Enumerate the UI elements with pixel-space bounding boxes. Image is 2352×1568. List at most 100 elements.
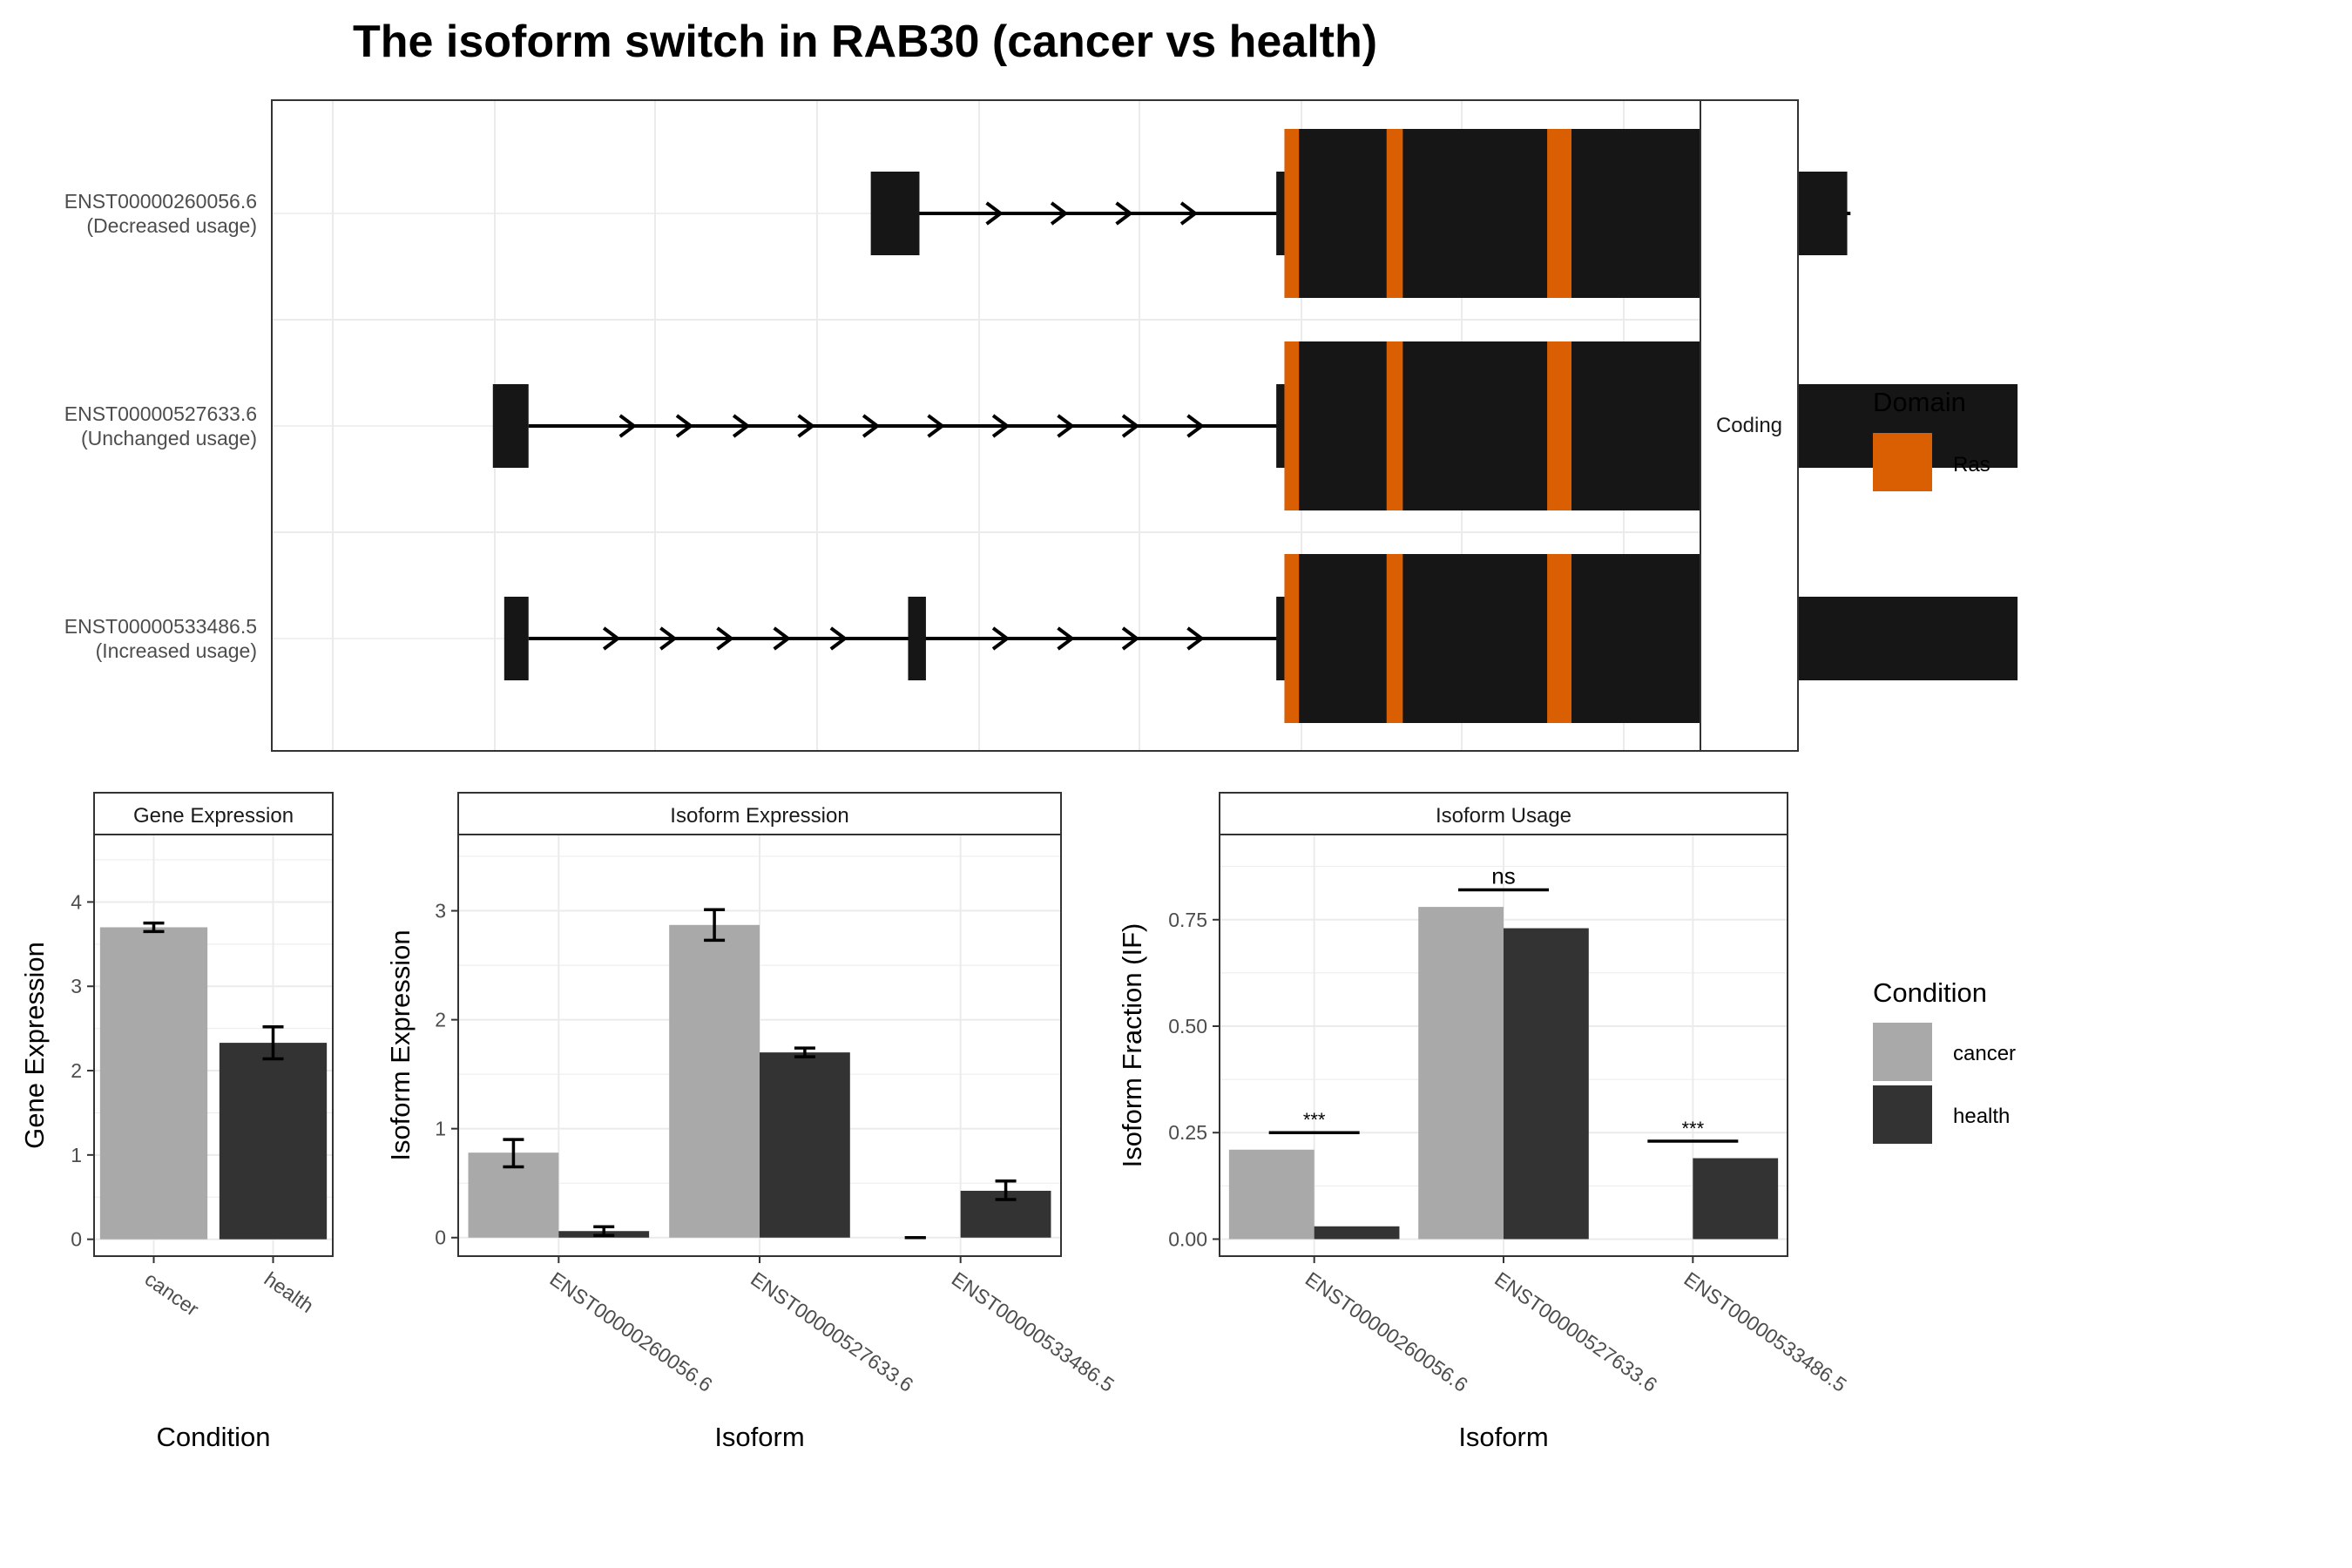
utr-exon	[492, 384, 529, 468]
intron-arrow	[1179, 201, 1199, 226]
intron-arrow	[659, 626, 678, 651]
y-tick-label: 0.00	[1168, 1227, 1207, 1250]
panel-strip-label: Isoform Expression	[670, 804, 848, 828]
intron-arrow	[927, 414, 945, 438]
utr-exon	[870, 172, 920, 255]
y-tick-label: 2	[71, 1059, 82, 1082]
condition-legend: Condition cancer health	[1873, 977, 2016, 1144]
y-tick-label: 1	[435, 1118, 446, 1140]
y-tick-label: 1	[71, 1144, 82, 1166]
condition-legend-title: Condition	[1873, 977, 1987, 1008]
intron-arrow	[1050, 201, 1069, 226]
intron-arrow	[862, 414, 881, 438]
ras-legend-key	[1873, 433, 1932, 491]
intron-arrow	[1121, 626, 1140, 651]
x-tick-label: ENST00000260056.6	[545, 1267, 716, 1396]
intron-arrow	[1186, 626, 1205, 651]
y-axis-title: Isoform Expression	[385, 929, 416, 1160]
intron-arrow	[1186, 414, 1205, 438]
intron-arrow	[602, 626, 621, 651]
legend-label-cancer: cancer	[1953, 1042, 2016, 1065]
panel-isoform-usage: Isoform Usage *** ns *** 0.00 0.25 0.50 0.75 ENS…	[1117, 792, 1851, 1452]
bar-cancer-ENST00000527633.6	[1418, 907, 1504, 1240]
coding-exon	[1288, 554, 1726, 723]
bar-health-ENST00000533486.5	[1693, 1158, 1779, 1240]
y-tick-label: 0.50	[1168, 1015, 1207, 1037]
y-tick-label: 0.75	[1168, 909, 1207, 931]
ras-domain	[1284, 341, 1300, 510]
ras-domain	[1284, 129, 1300, 298]
transcript-usage-label: (Increased usage)	[96, 639, 257, 662]
panel-strip	[93, 792, 334, 835]
transcript-usage-label: (Decreased usage)	[86, 214, 257, 237]
x-tick-label: ENST00000527633.6	[1490, 1267, 1661, 1396]
panel-strip	[1219, 792, 1788, 835]
ras-domain	[1386, 554, 1403, 723]
bar-cancer	[99, 927, 208, 1240]
coding-exon	[1288, 129, 1726, 298]
x-axis-title: Condition	[157, 1422, 271, 1452]
intron-arrow	[732, 414, 751, 438]
y-axis-title: Isoform Fraction (IF)	[1117, 923, 1147, 1168]
ras-domain	[1547, 129, 1572, 298]
ras-domain	[1284, 554, 1300, 723]
bar-cancer-ENST00000260056.6	[1228, 1149, 1315, 1240]
x-tick-label: ENST00000533486.5	[1680, 1267, 1850, 1396]
domain-legend-title: Domain	[1873, 387, 1966, 417]
significance-label: ***	[1303, 1109, 1326, 1131]
intron-arrow	[985, 201, 1004, 226]
x-tick-label: ENST00000533486.5	[948, 1267, 1119, 1396]
y-axis-title: Gene Expression	[19, 942, 50, 1149]
x-tick-label: health	[260, 1267, 318, 1317]
figure-title: The isoform switch in RAB30 (cancer vs h…	[353, 17, 1377, 67]
utr-exon	[504, 597, 529, 680]
significance-label: ns	[1491, 863, 1515, 889]
intron-arrow	[1057, 626, 1075, 651]
intron-arrow	[675, 414, 694, 438]
bar-health	[219, 1043, 328, 1240]
panel-strip	[457, 792, 1062, 835]
ras-domain	[1547, 554, 1572, 723]
x-tick-label: ENST00000527633.6	[747, 1267, 917, 1396]
y-tick-label: 3	[435, 900, 446, 923]
coding-strip	[1700, 99, 1799, 752]
transcript-ENST00000260056.6	[870, 129, 1851, 298]
intron-arrow	[1057, 414, 1075, 438]
y-tick-label: 0	[435, 1227, 446, 1249]
y-tick-label: 4	[71, 890, 82, 913]
transcript-id-label: ENST00000260056.6	[64, 190, 257, 213]
y-tick-label: 2	[435, 1009, 446, 1031]
intron-arrow	[829, 626, 848, 651]
intron-arrow	[716, 626, 734, 651]
intron-arrow	[618, 414, 638, 438]
x-tick-label: cancer	[141, 1267, 204, 1321]
x-tick-label: ENST00000260056.6	[1301, 1267, 1472, 1396]
utr-exon	[908, 597, 926, 680]
intron-arrow	[991, 626, 1010, 651]
bar-cancer-ENST00000527633.6	[669, 924, 760, 1238]
y-tick-label: 0	[71, 1228, 82, 1251]
coding-exon	[1288, 341, 1726, 510]
structure-panel: ENST00000260056.6(Decreased usage) ENST00…	[64, 99, 2018, 752]
panel-gene-expression: Gene Expression 0 1 2 3 4 cancer health Conditio…	[19, 792, 334, 1452]
transcript-id-label: ENST00000527633.6	[64, 402, 257, 425]
legend-key-cancer	[1873, 1023, 1932, 1081]
coding-strip-label: Coding	[1716, 414, 1782, 437]
ras-legend-label: Ras	[1953, 453, 1990, 476]
y-tick-label: 0.25	[1168, 1121, 1207, 1144]
x-axis-title: Isoform	[1458, 1422, 1548, 1452]
bar-health-ENST00000260056.6	[1314, 1226, 1400, 1240]
legend-key-health	[1873, 1085, 1932, 1144]
ras-domain	[1386, 341, 1403, 510]
legend-label-health: health	[1953, 1105, 2010, 1128]
ras-domain	[1547, 341, 1572, 510]
panel-strip-label: Isoform Usage	[1436, 804, 1571, 828]
panel-strip-label: Gene Expression	[133, 804, 294, 828]
y-tick-label: 3	[71, 975, 82, 997]
significance-label: ***	[1681, 1118, 1704, 1139]
transcript-usage-label: (Unchanged usage)	[81, 427, 257, 449]
intron-arrow	[1121, 414, 1140, 438]
